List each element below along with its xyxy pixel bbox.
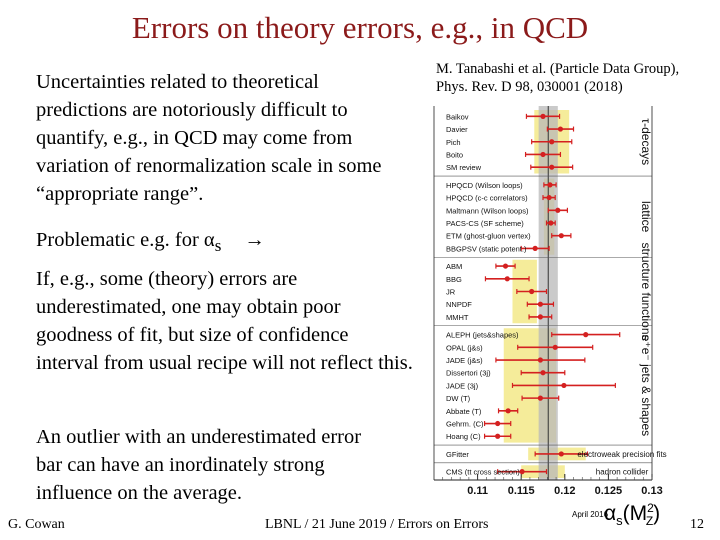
- row-label-2: Pich: [446, 138, 461, 147]
- data-point-10: [532, 245, 538, 251]
- data-point-19: [540, 370, 546, 376]
- row-label-7: Maltmann (Wilson loops): [446, 206, 529, 215]
- data-point-11: [502, 263, 509, 269]
- paragraph-uncertainties: Uncertainties related to theoretical pre…: [36, 71, 382, 205]
- data-point-16: [583, 332, 589, 338]
- data-point-6: [546, 194, 552, 201]
- footer-page-number: 12: [690, 517, 704, 532]
- pdg-reference: M. Tanabashi et al. (Particle Data Group…: [436, 60, 679, 96]
- row-label-17: OPAL (j&s): [446, 343, 483, 352]
- alpha-subscript: s: [214, 236, 222, 256]
- data-point-7: [555, 207, 561, 213]
- right-arrow-icon: →: [244, 229, 265, 251]
- x-tick-label-4: 0.13: [641, 485, 662, 497]
- data-point-9: [558, 233, 564, 239]
- alpha-s-summary-chart: 0.11 0.115 0.12 0.125 0.13 Baikov Davier Pich Bo…: [433, 106, 667, 497]
- data-point-23: [495, 420, 501, 427]
- row-label-20: JADE (3j): [446, 381, 479, 390]
- row-label-25: GFitter: [446, 450, 469, 459]
- group-label-1: lattice: [639, 201, 653, 233]
- footer-author: G. Cowan: [8, 517, 65, 532]
- row-label-10: BBGPSV (static potent.): [446, 244, 527, 253]
- row-label-14: NNPDF: [446, 300, 472, 309]
- data-point-17: [552, 344, 558, 350]
- row-label-4: SM review: [446, 163, 482, 172]
- row-label-24: Hoang (C): [446, 432, 481, 441]
- row-label-3: Boito: [446, 150, 463, 159]
- data-point-0: [540, 113, 546, 119]
- data-point-22: [505, 408, 511, 414]
- group-label-4: electroweak precision fits: [577, 450, 666, 459]
- figure-x-axis-label: αs(M2Z): [604, 501, 661, 529]
- data-point-4: [549, 164, 555, 170]
- data-point-14: [537, 301, 543, 307]
- data-point-12: [504, 276, 510, 282]
- row-label-12: BBG: [446, 275, 462, 284]
- data-point-13: [529, 288, 535, 295]
- row-label-5: HPQCD (Wilson loops): [446, 181, 523, 190]
- data-point-5: [547, 182, 553, 188]
- data-point-2: [549, 139, 555, 145]
- data-point-8: [548, 220, 554, 226]
- problematic-text: Problematic e.g. for α: [36, 229, 215, 251]
- data-point-26: [519, 469, 525, 475]
- row-label-21: DW (T): [446, 394, 471, 403]
- row-label-22: Abbate (T): [446, 407, 482, 416]
- x-tick-label-1: 0.115: [508, 485, 535, 497]
- row-label-9: ETM (ghost-gluon vertex): [446, 232, 531, 241]
- row-label-15: MMHT: [446, 313, 469, 322]
- paragraph-outlier: An outlier with an underestimated error …: [36, 426, 362, 504]
- reference-line-1: M. Tanabashi et al. (Particle Data Group…: [436, 61, 680, 77]
- row-label-23: Gehrm. (C): [446, 420, 484, 429]
- row-label-6: HPQCD (c-c correlators): [446, 194, 528, 203]
- x-tick-label-2: 0.12: [554, 485, 575, 497]
- x-tick-label-3: 0.125: [595, 485, 623, 497]
- group-label-0: τ-decays: [639, 118, 653, 165]
- data-point-25: [558, 451, 564, 457]
- footer-event: LBNL / 21 June 2019 / Errors on Errors: [265, 517, 489, 532]
- row-label-11: ABM: [446, 262, 462, 271]
- row-label-19: Dissertori (3j): [446, 369, 491, 378]
- data-point-18: [537, 357, 543, 363]
- data-point-24: [495, 433, 501, 439]
- row-label-18: JADE (j&s): [446, 356, 483, 365]
- slide-title: Errors on theory errors, e.g., in QCD: [131, 10, 589, 45]
- figure-date-label: April 2016: [572, 510, 609, 519]
- row-label-16: ALEPH (jets&shapes): [446, 331, 519, 340]
- group-label-2: structure functions: [639, 242, 653, 340]
- row-label-26: CMS (tt cross section): [446, 468, 520, 477]
- row-label-13: JR: [446, 288, 456, 297]
- x-tick-label-0: 0.11: [467, 485, 488, 497]
- data-point-15: [537, 314, 543, 320]
- data-point-20: [561, 382, 567, 389]
- paragraph-problematic: Problematic e.g. for αs →: [36, 226, 396, 260]
- data-point-3: [540, 151, 546, 158]
- paragraph-underestimated: If, e.g., some (theory) errors are under…: [36, 268, 413, 374]
- row-label-0: Baikov: [446, 112, 469, 121]
- group-label-5: hadron collider: [596, 468, 649, 477]
- reference-line-2: Phys. Rev. D 98, 030001 (2018): [436, 79, 623, 95]
- row-label-8: PACS-CS (SF scheme): [446, 219, 524, 228]
- data-point-21: [537, 395, 543, 401]
- data-point-1: [557, 126, 564, 132]
- row-label-1: Davier: [446, 125, 468, 134]
- group-label-3: e⁺e⁻ jets & shapes: [639, 335, 653, 436]
